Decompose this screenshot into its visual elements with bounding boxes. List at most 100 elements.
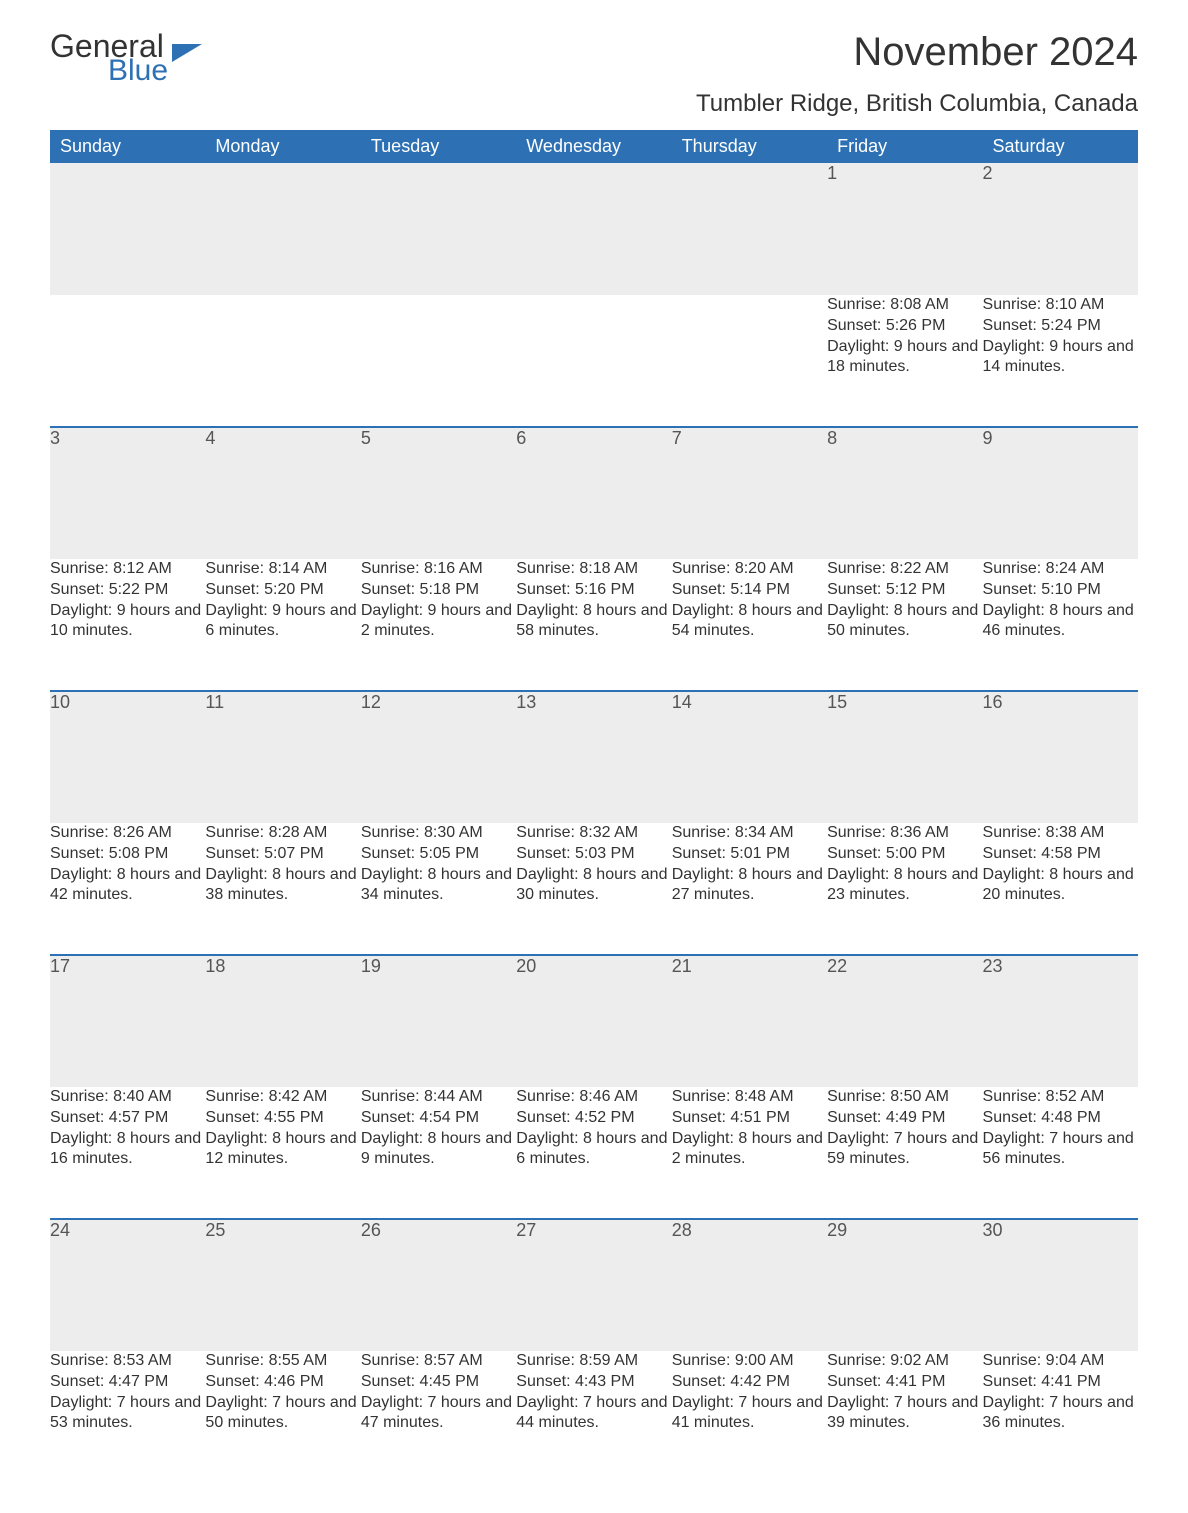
day-header: Thursday bbox=[672, 130, 827, 163]
day-info-cell: Sunrise: 8:59 AMSunset: 4:43 PMDaylight:… bbox=[516, 1351, 671, 1483]
day-info-cell: Sunrise: 8:48 AMSunset: 4:51 PMDaylight:… bbox=[672, 1087, 827, 1219]
sunset-line: Sunset: 4:43 PM bbox=[516, 1372, 671, 1393]
page-header: General Blue November 2024 bbox=[50, 30, 1138, 86]
day-number-cell: 29 bbox=[827, 1219, 982, 1351]
day-number-cell: 25 bbox=[205, 1219, 360, 1351]
day-info-cell: Sunrise: 8:50 AMSunset: 4:49 PMDaylight:… bbox=[827, 1087, 982, 1219]
sunset-line: Sunset: 5:03 PM bbox=[516, 844, 671, 865]
sunrise-line: Sunrise: 8:42 AM bbox=[205, 1087, 360, 1108]
sunrise-line: Sunrise: 8:55 AM bbox=[205, 1351, 360, 1372]
day-info-cell: Sunrise: 8:26 AMSunset: 5:08 PMDaylight:… bbox=[50, 823, 205, 955]
daylight-line: Daylight: 8 hours and 54 minutes. bbox=[672, 601, 827, 643]
sunrise-line: Sunrise: 8:38 AM bbox=[983, 823, 1138, 844]
daylight-line: Daylight: 9 hours and 6 minutes. bbox=[205, 601, 360, 643]
sunrise-line: Sunrise: 8:10 AM bbox=[983, 295, 1138, 316]
sunset-line: Sunset: 5:00 PM bbox=[827, 844, 982, 865]
day-number-cell: 3 bbox=[50, 427, 205, 559]
week-info-row: Sunrise: 8:12 AMSunset: 5:22 PMDaylight:… bbox=[50, 559, 1138, 691]
day-header: Friday bbox=[827, 130, 982, 163]
daylight-line: Daylight: 8 hours and 34 minutes. bbox=[361, 865, 516, 907]
sunrise-line: Sunrise: 9:02 AM bbox=[827, 1351, 982, 1372]
day-number-cell: 16 bbox=[983, 691, 1138, 823]
daylight-line: Daylight: 7 hours and 41 minutes. bbox=[672, 1393, 827, 1435]
sunset-line: Sunset: 4:58 PM bbox=[983, 844, 1138, 865]
daylight-line: Daylight: 8 hours and 58 minutes. bbox=[516, 601, 671, 643]
daylight-line: Daylight: 8 hours and 46 minutes. bbox=[983, 601, 1138, 643]
day-header: Sunday bbox=[50, 130, 205, 163]
brand-logo: General Blue bbox=[50, 30, 202, 86]
daylight-line: Daylight: 7 hours and 59 minutes. bbox=[827, 1129, 982, 1171]
sunrise-line: Sunrise: 8:59 AM bbox=[516, 1351, 671, 1372]
week-info-row: Sunrise: 8:08 AMSunset: 5:26 PMDaylight:… bbox=[50, 295, 1138, 427]
day-number-cell bbox=[205, 163, 360, 295]
day-number-cell: 2 bbox=[983, 163, 1138, 295]
sunset-line: Sunset: 4:41 PM bbox=[983, 1372, 1138, 1393]
daylight-line: Daylight: 8 hours and 23 minutes. bbox=[827, 865, 982, 907]
sunrise-line: Sunrise: 8:12 AM bbox=[50, 559, 205, 580]
week-number-row: 17181920212223 bbox=[50, 955, 1138, 1087]
day-number-cell: 27 bbox=[516, 1219, 671, 1351]
day-header: Monday bbox=[205, 130, 360, 163]
day-number-cell bbox=[361, 163, 516, 295]
month-title: November 2024 bbox=[853, 30, 1138, 75]
day-info-cell: Sunrise: 9:02 AMSunset: 4:41 PMDaylight:… bbox=[827, 1351, 982, 1483]
day-info-cell bbox=[361, 295, 516, 427]
sunset-line: Sunset: 4:45 PM bbox=[361, 1372, 516, 1393]
week-number-row: 12 bbox=[50, 163, 1138, 295]
day-info-cell: Sunrise: 8:08 AMSunset: 5:26 PMDaylight:… bbox=[827, 295, 982, 427]
sunrise-line: Sunrise: 8:48 AM bbox=[672, 1087, 827, 1108]
sunset-line: Sunset: 5:05 PM bbox=[361, 844, 516, 865]
day-info-cell: Sunrise: 8:18 AMSunset: 5:16 PMDaylight:… bbox=[516, 559, 671, 691]
day-number-cell: 21 bbox=[672, 955, 827, 1087]
brand-blue: Blue bbox=[108, 56, 168, 86]
week-number-row: 3456789 bbox=[50, 427, 1138, 559]
sunset-line: Sunset: 5:01 PM bbox=[672, 844, 827, 865]
day-number-cell: 30 bbox=[983, 1219, 1138, 1351]
daylight-line: Daylight: 7 hours and 36 minutes. bbox=[983, 1393, 1138, 1435]
daylight-line: Daylight: 8 hours and 20 minutes. bbox=[983, 865, 1138, 907]
sunrise-line: Sunrise: 8:34 AM bbox=[672, 823, 827, 844]
day-info-cell bbox=[50, 295, 205, 427]
sunrise-line: Sunrise: 8:36 AM bbox=[827, 823, 982, 844]
day-number-cell: 5 bbox=[361, 427, 516, 559]
sunrise-line: Sunrise: 9:00 AM bbox=[672, 1351, 827, 1372]
day-info-cell: Sunrise: 9:00 AMSunset: 4:42 PMDaylight:… bbox=[672, 1351, 827, 1483]
day-info-cell: Sunrise: 9:04 AMSunset: 4:41 PMDaylight:… bbox=[983, 1351, 1138, 1483]
daylight-line: Daylight: 8 hours and 2 minutes. bbox=[672, 1129, 827, 1171]
day-info-cell: Sunrise: 8:52 AMSunset: 4:48 PMDaylight:… bbox=[983, 1087, 1138, 1219]
daylight-line: Daylight: 8 hours and 38 minutes. bbox=[205, 865, 360, 907]
sunrise-line: Sunrise: 9:04 AM bbox=[983, 1351, 1138, 1372]
day-header: Tuesday bbox=[361, 130, 516, 163]
daylight-line: Daylight: 8 hours and 27 minutes. bbox=[672, 865, 827, 907]
day-number-cell: 20 bbox=[516, 955, 671, 1087]
daylight-line: Daylight: 7 hours and 39 minutes. bbox=[827, 1393, 982, 1435]
day-number-cell bbox=[516, 163, 671, 295]
day-number-cell: 4 bbox=[205, 427, 360, 559]
sunrise-line: Sunrise: 8:22 AM bbox=[827, 559, 982, 580]
day-number-cell: 7 bbox=[672, 427, 827, 559]
day-number-cell: 11 bbox=[205, 691, 360, 823]
day-info-cell: Sunrise: 8:14 AMSunset: 5:20 PMDaylight:… bbox=[205, 559, 360, 691]
day-number-cell bbox=[672, 163, 827, 295]
day-info-cell: Sunrise: 8:32 AMSunset: 5:03 PMDaylight:… bbox=[516, 823, 671, 955]
sunset-line: Sunset: 5:20 PM bbox=[205, 580, 360, 601]
day-number-cell: 23 bbox=[983, 955, 1138, 1087]
day-number-cell: 19 bbox=[361, 955, 516, 1087]
day-number-cell: 9 bbox=[983, 427, 1138, 559]
sunset-line: Sunset: 5:18 PM bbox=[361, 580, 516, 601]
sunset-line: Sunset: 5:08 PM bbox=[50, 844, 205, 865]
sunrise-line: Sunrise: 8:46 AM bbox=[516, 1087, 671, 1108]
calendar-table: SundayMondayTuesdayWednesdayThursdayFrid… bbox=[50, 130, 1138, 1483]
sunrise-line: Sunrise: 8:14 AM bbox=[205, 559, 360, 580]
day-number-cell: 22 bbox=[827, 955, 982, 1087]
sunset-line: Sunset: 5:10 PM bbox=[983, 580, 1138, 601]
day-header-row: SundayMondayTuesdayWednesdayThursdayFrid… bbox=[50, 130, 1138, 163]
sunset-line: Sunset: 5:22 PM bbox=[50, 580, 205, 601]
day-info-cell bbox=[672, 295, 827, 427]
daylight-line: Daylight: 9 hours and 10 minutes. bbox=[50, 601, 205, 643]
sunset-line: Sunset: 4:46 PM bbox=[205, 1372, 360, 1393]
week-info-row: Sunrise: 8:53 AMSunset: 4:47 PMDaylight:… bbox=[50, 1351, 1138, 1483]
day-header: Saturday bbox=[983, 130, 1138, 163]
daylight-line: Daylight: 8 hours and 42 minutes. bbox=[50, 865, 205, 907]
day-info-cell: Sunrise: 8:30 AMSunset: 5:05 PMDaylight:… bbox=[361, 823, 516, 955]
